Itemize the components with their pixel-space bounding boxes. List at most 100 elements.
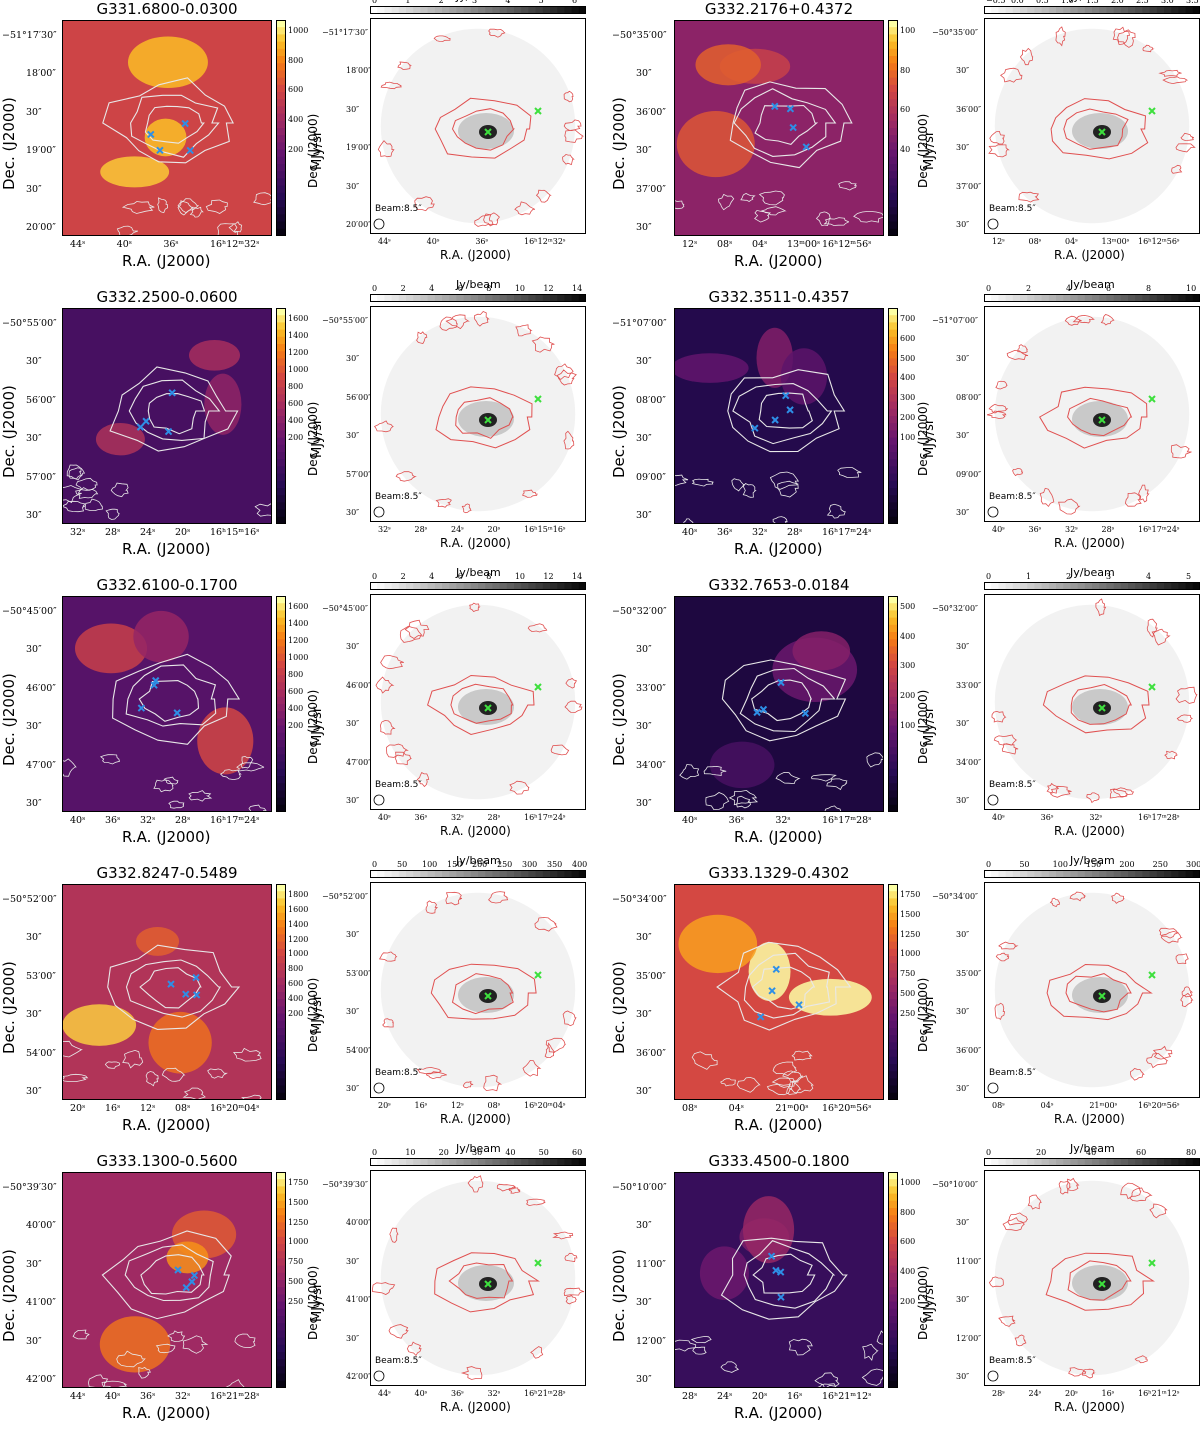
colorbar-tick: 10: [1186, 284, 1197, 293]
colorbar-step: [1077, 582, 1086, 590]
map-frame: [674, 20, 884, 236]
colorbar-tick: 1750: [288, 1178, 309, 1187]
colorbar-step: [888, 1337, 898, 1346]
noise-contour: [1007, 1212, 1029, 1226]
colorbar-step: [888, 1035, 898, 1043]
colorbar-step: [888, 128, 898, 136]
noise-contour: [1055, 26, 1066, 47]
colorbar-step: [413, 870, 421, 878]
colorbar-step: [888, 1085, 898, 1094]
noise-contour: [508, 1186, 521, 1194]
colorbar-frame: [276, 1172, 286, 1388]
contour-line: [112, 653, 241, 745]
colorbar-step: [391, 294, 400, 302]
colorbar-step: [276, 783, 286, 791]
noise-contour: [1146, 618, 1158, 638]
colorbar-tick: 1000: [288, 949, 309, 959]
noise-contour: [815, 211, 831, 227]
y-tick-label: −50°10′00″: [612, 1182, 667, 1193]
noise-contour: [1117, 29, 1136, 48]
colorbar-tick: 5: [538, 0, 544, 5]
colorbar-step: [1041, 294, 1050, 302]
colorbar-step: [449, 582, 457, 590]
colorbar-step: [1120, 582, 1129, 590]
colorbar-tick: 14: [572, 572, 583, 581]
contour-line: [1045, 1252, 1155, 1311]
contour-line: [758, 392, 813, 429]
ir-map-panel: G333.1329-0.4302 1750 1500 1250 1000 750 500 25…: [610, 864, 937, 1152]
colorbar-step: [888, 1323, 898, 1331]
colorbar-tick: 500: [288, 1277, 304, 1286]
colorbar-step: [888, 70, 898, 79]
colorbar-step: [398, 6, 407, 14]
ir-map-panel: G332.7653-0.0184 500 400 300 200 100 MJy/sr −50…: [610, 576, 937, 864]
colorbar-label: Jy/beam: [1070, 566, 1115, 579]
noise-contour: [1058, 1180, 1072, 1195]
noise-contour: [1175, 143, 1196, 153]
x-axis-label: R.A. (J2000): [734, 1404, 823, 1422]
ir-source-marker: [756, 1013, 765, 1021]
contour-line: [109, 366, 239, 452]
noise-contour: [1072, 315, 1095, 324]
colorbar-step: [1048, 582, 1057, 590]
colorbar-step: [463, 582, 472, 590]
ir-source-marker: [802, 143, 810, 151]
x-tick-label: 16ˢ: [105, 1103, 121, 1114]
x-axis-label: R.A. (J2000): [122, 540, 211, 558]
colorbar-step: [370, 870, 378, 878]
noise-contour: [838, 181, 857, 191]
x-tick-label: 40ˢ: [378, 813, 391, 822]
colorbar-step: [276, 956, 286, 964]
y-tick-label: 37′00″: [636, 183, 666, 195]
y-tick-label: 30″: [636, 932, 652, 944]
colorbar-step: [478, 1158, 486, 1166]
colorbar-step: [1092, 1158, 1100, 1166]
contour-line: [1042, 675, 1150, 734]
colorbar-tick: 200: [288, 720, 304, 730]
colorbar-step: [578, 1158, 586, 1166]
colorbar-step: [1048, 1158, 1057, 1166]
colorbar-step: [888, 1229, 898, 1238]
noise-contour: [791, 1050, 813, 1061]
colorbar-tick: 800: [288, 381, 304, 391]
colorbar-step: [888, 1308, 898, 1317]
y-tick-label: 30″: [956, 354, 970, 364]
colorbar-step: [1077, 6, 1086, 14]
colorbar-step: [276, 1380, 286, 1388]
noise-contour: [742, 483, 757, 498]
y-tick-label: 30″: [956, 1007, 970, 1017]
colorbar-step: [276, 977, 286, 986]
x-tick-label: 44ˢ: [378, 1389, 391, 1398]
colorbar-step: [1084, 870, 1093, 878]
colorbar-step: [514, 294, 522, 302]
source-title: G333.1300-0.5600: [96, 1152, 238, 1170]
colorbar-step: [888, 142, 898, 151]
colorbar-step: [888, 120, 898, 129]
ir-source-marker: [776, 1268, 785, 1276]
noise-contour: [853, 211, 884, 223]
colorbar-frame: [276, 884, 286, 1100]
ir-map-panel: G332.2500-0.0600 1600 1400 1200 1000 800 600 40…: [0, 288, 325, 576]
colorbar-step: [888, 632, 898, 640]
colorbar-step: [1099, 294, 1107, 302]
colorbar-step: [276, 1200, 286, 1209]
colorbar-step: [276, 632, 286, 640]
colorbar-tick: 8: [486, 572, 492, 581]
colorbar-step: [564, 1158, 573, 1166]
colorbar-step: [276, 178, 286, 187]
source-title: G332.7653-0.0184: [708, 576, 850, 594]
colorbar-frame: [370, 870, 586, 878]
noise-contour: [425, 900, 439, 914]
colorbar-step: [888, 1092, 898, 1100]
colorbar-step: [888, 509, 898, 518]
x-axis-label: R.A. (J2000): [440, 1400, 511, 1414]
colorbar-step: [370, 1158, 378, 1166]
colorbar-step: [276, 941, 286, 950]
colorbar-step: [276, 1071, 286, 1079]
colorbar-step: [888, 437, 898, 446]
noise-contour: [382, 1018, 394, 1028]
colorbar-tick: 100: [1052, 860, 1068, 869]
colorbar-step: [1005, 582, 1014, 590]
noise-contour: [544, 1042, 556, 1058]
x-tick-label: 44ˢ: [70, 239, 86, 250]
